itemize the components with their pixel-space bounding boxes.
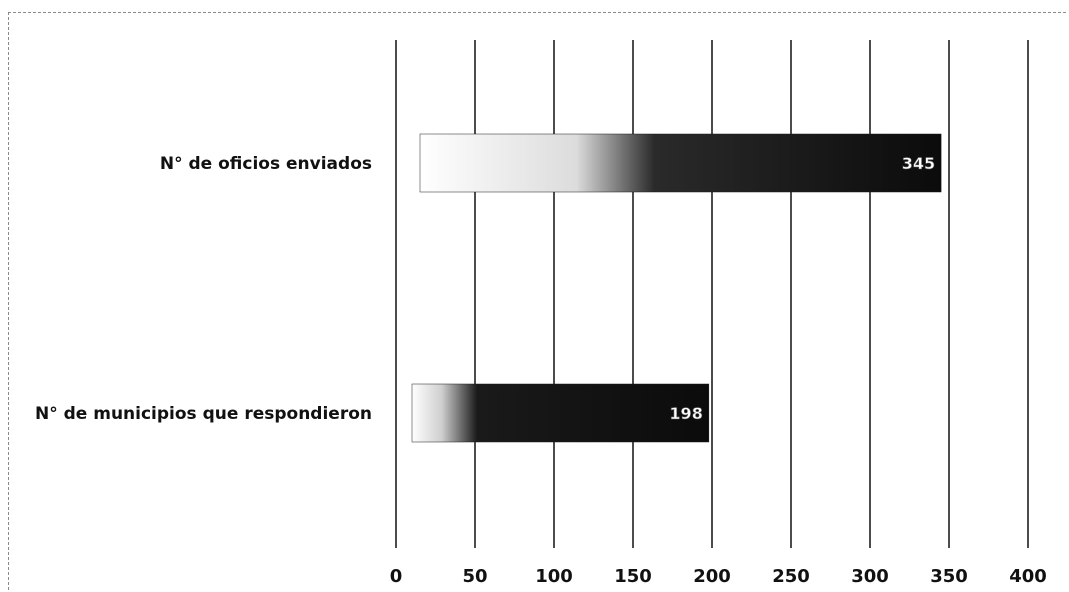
x-tick-label-400: 400 (1009, 566, 1047, 587)
category-label-1: N° de municipios que respondieron (35, 404, 372, 424)
category-label-0: N° de oficios enviados (160, 154, 372, 174)
bar-1 (411, 383, 710, 443)
bar-0 (419, 133, 942, 193)
x-tick-label-150: 150 (614, 566, 652, 587)
frame-border-top (8, 12, 1066, 13)
x-tick-label-0: 0 (390, 566, 403, 587)
x-tick-label-200: 200 (693, 566, 731, 587)
x-tick-label-350: 350 (930, 566, 968, 587)
bars (411, 133, 942, 443)
x-tick-label-50: 50 (462, 566, 487, 587)
data-label-1: 198 (669, 404, 702, 423)
data-label-0: 345 (902, 154, 935, 173)
x-tick-label-100: 100 (535, 566, 573, 587)
frame-border-left (8, 12, 9, 590)
x-tick-label-250: 250 (772, 566, 810, 587)
x-tick-label-300: 300 (851, 566, 889, 587)
gridlines (395, 40, 1029, 548)
labels: 0 50 100 150 200 250 300 350 400 N° de oficios en… (35, 154, 1047, 587)
